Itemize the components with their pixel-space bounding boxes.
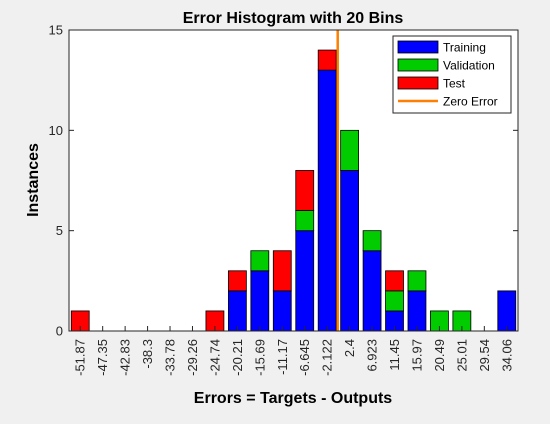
bar-validation-13 (362, 230, 382, 252)
x-tick-label-18: 29.54 (477, 339, 492, 372)
bar-training-7 (227, 290, 247, 332)
x-tick-label-12: 2.4 (342, 339, 357, 357)
legend-label-training: Training (443, 41, 486, 55)
bar-validation-15 (407, 270, 427, 292)
y-tick-label-2: 10 (49, 123, 63, 138)
y-tick-label-1: 5 (56, 223, 63, 238)
x-tick-label-4: -33.78 (163, 339, 178, 376)
x-tick-label-7: -20.21 (230, 339, 245, 376)
legend-swatch-test (397, 76, 439, 90)
bar-training-15 (407, 290, 427, 332)
legend: Training Validation Test Zero Error (392, 35, 512, 114)
legend-label-validation: Validation (443, 59, 495, 73)
x-tick-label-13: 6.923 (365, 339, 380, 372)
bar-test-9 (272, 250, 292, 292)
y-axis-ticks: 0 5 10 15 (49, 23, 518, 339)
bar-test-11 (317, 49, 337, 71)
chart-title: Error Histogram with 20 Bins (183, 10, 404, 27)
bar-training-9 (272, 290, 292, 332)
bar-validation-14 (385, 290, 404, 312)
bar-test-10 (295, 170, 315, 212)
legend-label-zero-error: Zero Error (443, 95, 498, 109)
y-axis-label: Instances (25, 143, 42, 217)
x-tick-label-6: -24.74 (207, 339, 222, 376)
x-tick-label-5: -29.26 (185, 339, 200, 376)
bar-test-7 (227, 270, 247, 292)
x-tick-label-16: 20.49 (432, 339, 447, 372)
plot-border (68, 29, 519, 332)
x-tick-label-3: -38.3 (140, 339, 155, 369)
x-tick-label-9: -11.17 (275, 339, 290, 375)
x-tick-label-17: 25.01 (454, 339, 469, 372)
bar-training-10 (295, 230, 315, 332)
bar-training-8 (250, 270, 270, 332)
bar-training-19 (497, 290, 517, 332)
bar-validation-12 (340, 129, 360, 171)
bar-training-13 (362, 250, 382, 332)
bar-test-14 (385, 270, 404, 292)
x-axis-label: Errors = Targets - Outputs (194, 390, 393, 407)
bar-training-12 (340, 170, 360, 332)
bar-validation-8 (250, 250, 270, 272)
bar-training-11 (317, 69, 337, 332)
y-tick-label-0: 0 (56, 324, 63, 339)
x-axis-ticks: -51.87 -47.35 -42.83 -38.3 -33.78 -29.26 -24.7… (73, 326, 514, 376)
x-tick-label-8: -15.69 (252, 339, 267, 376)
x-tick-label-1: -47.35 (95, 339, 110, 376)
x-tick-label-14: 11.45 (387, 339, 402, 371)
bars-group (70, 49, 517, 332)
x-tick-label-10: -6.645 (297, 339, 312, 376)
x-tick-label-19: 34.06 (499, 339, 514, 372)
x-tick-label-11: -2.122 (320, 339, 335, 376)
x-tick-label-2: -42.83 (118, 339, 133, 376)
legend-label-test: Test (443, 77, 466, 91)
x-tick-label-0: -51.87 (73, 339, 88, 376)
bar-validation-10 (295, 210, 315, 232)
legend-swatch-training (397, 40, 439, 54)
x-tick-label-15: 15.97 (409, 339, 424, 372)
legend-swatch-validation (397, 58, 439, 72)
y-tick-label-3: 15 (49, 23, 63, 38)
